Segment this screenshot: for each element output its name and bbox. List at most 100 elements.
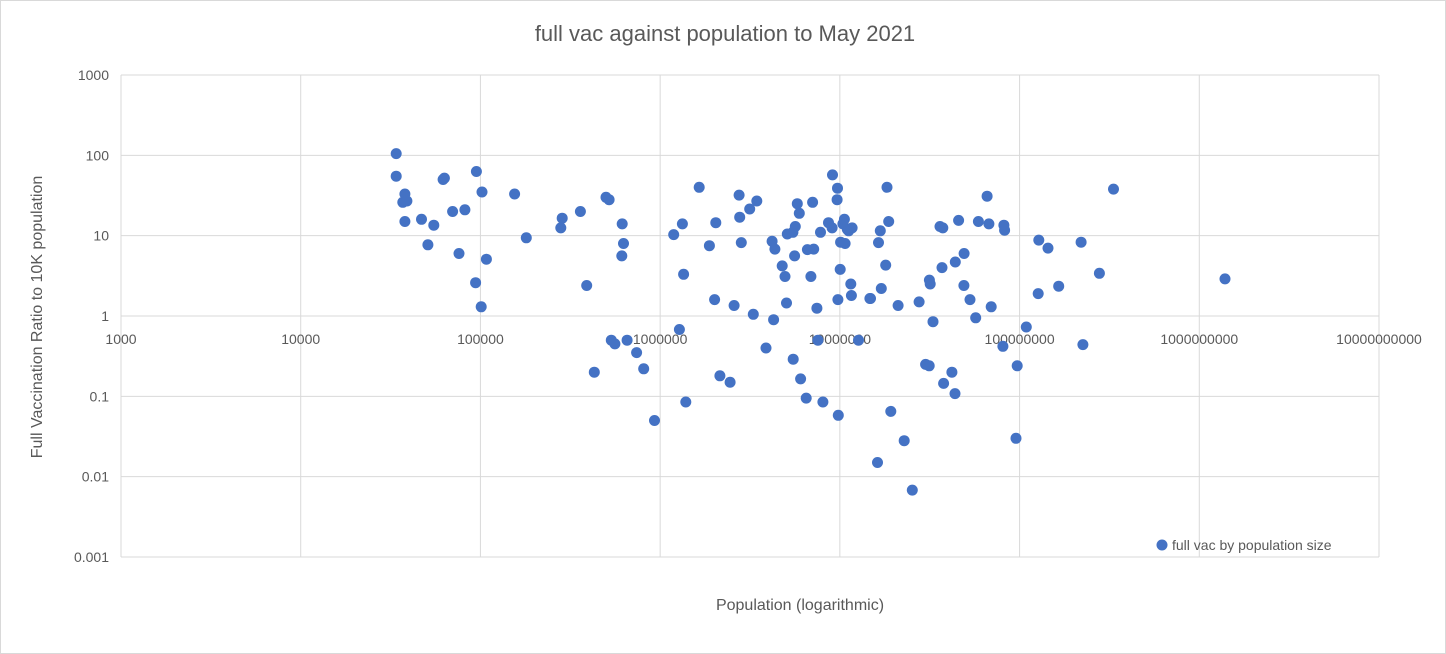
- data-point: [680, 396, 692, 408]
- data-point: [422, 239, 434, 251]
- data-point: [1093, 267, 1105, 279]
- data-point: [470, 166, 482, 177]
- data-point: [970, 312, 982, 324]
- data-point: [946, 366, 958, 378]
- data-point: [892, 300, 904, 311]
- data-point: [588, 366, 600, 378]
- data-point: [793, 207, 805, 219]
- data-point: [693, 181, 705, 193]
- data-point: [826, 222, 838, 234]
- data-point: [845, 290, 857, 301]
- data-point: [1033, 234, 1045, 246]
- data-point: [789, 250, 801, 262]
- data-point: [811, 302, 823, 314]
- data-points: [390, 148, 1231, 496]
- x-tick-label: 100000000: [985, 331, 1055, 347]
- data-point: [964, 294, 976, 306]
- y-tick-label: 0.01: [82, 469, 109, 485]
- data-point: [638, 363, 650, 375]
- data-point: [673, 324, 685, 335]
- data-point: [958, 248, 970, 259]
- data-point: [875, 283, 887, 294]
- data-point: [1011, 360, 1023, 372]
- data-point: [795, 373, 807, 385]
- data-point: [1077, 339, 1089, 351]
- data-point: [985, 301, 997, 313]
- data-point: [779, 271, 791, 282]
- data-point: [927, 316, 939, 328]
- data-point: [885, 405, 897, 417]
- data-point: [1042, 242, 1054, 254]
- data-point: [880, 259, 892, 271]
- y-tick-label: 0.001: [74, 549, 109, 565]
- data-point: [556, 212, 568, 224]
- data-point: [649, 415, 660, 426]
- data-point: [1010, 432, 1022, 444]
- data-point: [1075, 236, 1087, 248]
- data-point: [581, 280, 593, 291]
- legend-label: full vac by population size: [1172, 537, 1332, 553]
- y-tick-labels: 1000 100 10 1 0.1 0.01 0.001: [74, 67, 109, 565]
- data-point: [981, 190, 993, 202]
- data-point: [853, 334, 864, 346]
- y-tick-label: 10: [93, 228, 109, 244]
- legend: full vac by population size: [1156, 537, 1332, 553]
- data-point: [906, 484, 918, 496]
- data-point: [827, 169, 838, 181]
- data-point: [509, 188, 521, 200]
- data-point: [999, 224, 1011, 236]
- data-point: [734, 211, 746, 223]
- data-point: [776, 260, 788, 272]
- data-point: [789, 221, 801, 232]
- data-point: [839, 238, 851, 249]
- data-point: [913, 296, 925, 308]
- data-point: [710, 217, 722, 229]
- data-point: [751, 195, 763, 207]
- data-point: [832, 294, 844, 306]
- data-point: [997, 340, 1009, 352]
- legend-marker: [1156, 539, 1168, 551]
- data-point: [1020, 321, 1032, 333]
- data-point: [883, 216, 895, 227]
- data-point: [832, 409, 844, 421]
- data-point: [459, 204, 471, 216]
- x-tick-label: 1000000: [633, 331, 688, 347]
- data-point: [838, 213, 850, 225]
- data-point: [724, 376, 736, 388]
- data-point: [834, 263, 846, 275]
- data-point: [438, 172, 450, 184]
- data-point: [936, 262, 948, 274]
- data-point: [480, 253, 492, 265]
- data-point: [1219, 273, 1231, 285]
- data-point: [703, 240, 715, 252]
- data-point: [958, 280, 970, 291]
- y-tick-label: 1: [101, 308, 109, 324]
- data-point: [953, 214, 965, 226]
- data-point: [618, 238, 629, 249]
- x-axis-label: Population (logarithmic): [716, 597, 884, 614]
- data-point: [949, 256, 961, 268]
- data-point: [937, 222, 949, 234]
- data-point: [768, 314, 780, 326]
- data-point: [807, 196, 819, 208]
- data-point: [787, 353, 799, 365]
- data-point: [923, 360, 935, 372]
- data-point: [760, 342, 772, 354]
- data-point: [881, 181, 893, 193]
- data-point: [676, 218, 688, 230]
- data-point: [709, 294, 721, 306]
- data-point: [845, 278, 857, 290]
- gridlines: [120, 74, 1380, 558]
- data-point: [668, 229, 680, 241]
- data-point: [846, 222, 858, 234]
- data-point: [714, 370, 726, 382]
- data-point: [874, 225, 886, 237]
- data-point: [817, 396, 829, 408]
- data-point: [390, 148, 402, 160]
- data-point: [447, 206, 459, 217]
- y-tick-label: 1000: [78, 67, 109, 83]
- data-point: [873, 237, 884, 249]
- data-point: [938, 377, 950, 389]
- data-point: [744, 203, 756, 215]
